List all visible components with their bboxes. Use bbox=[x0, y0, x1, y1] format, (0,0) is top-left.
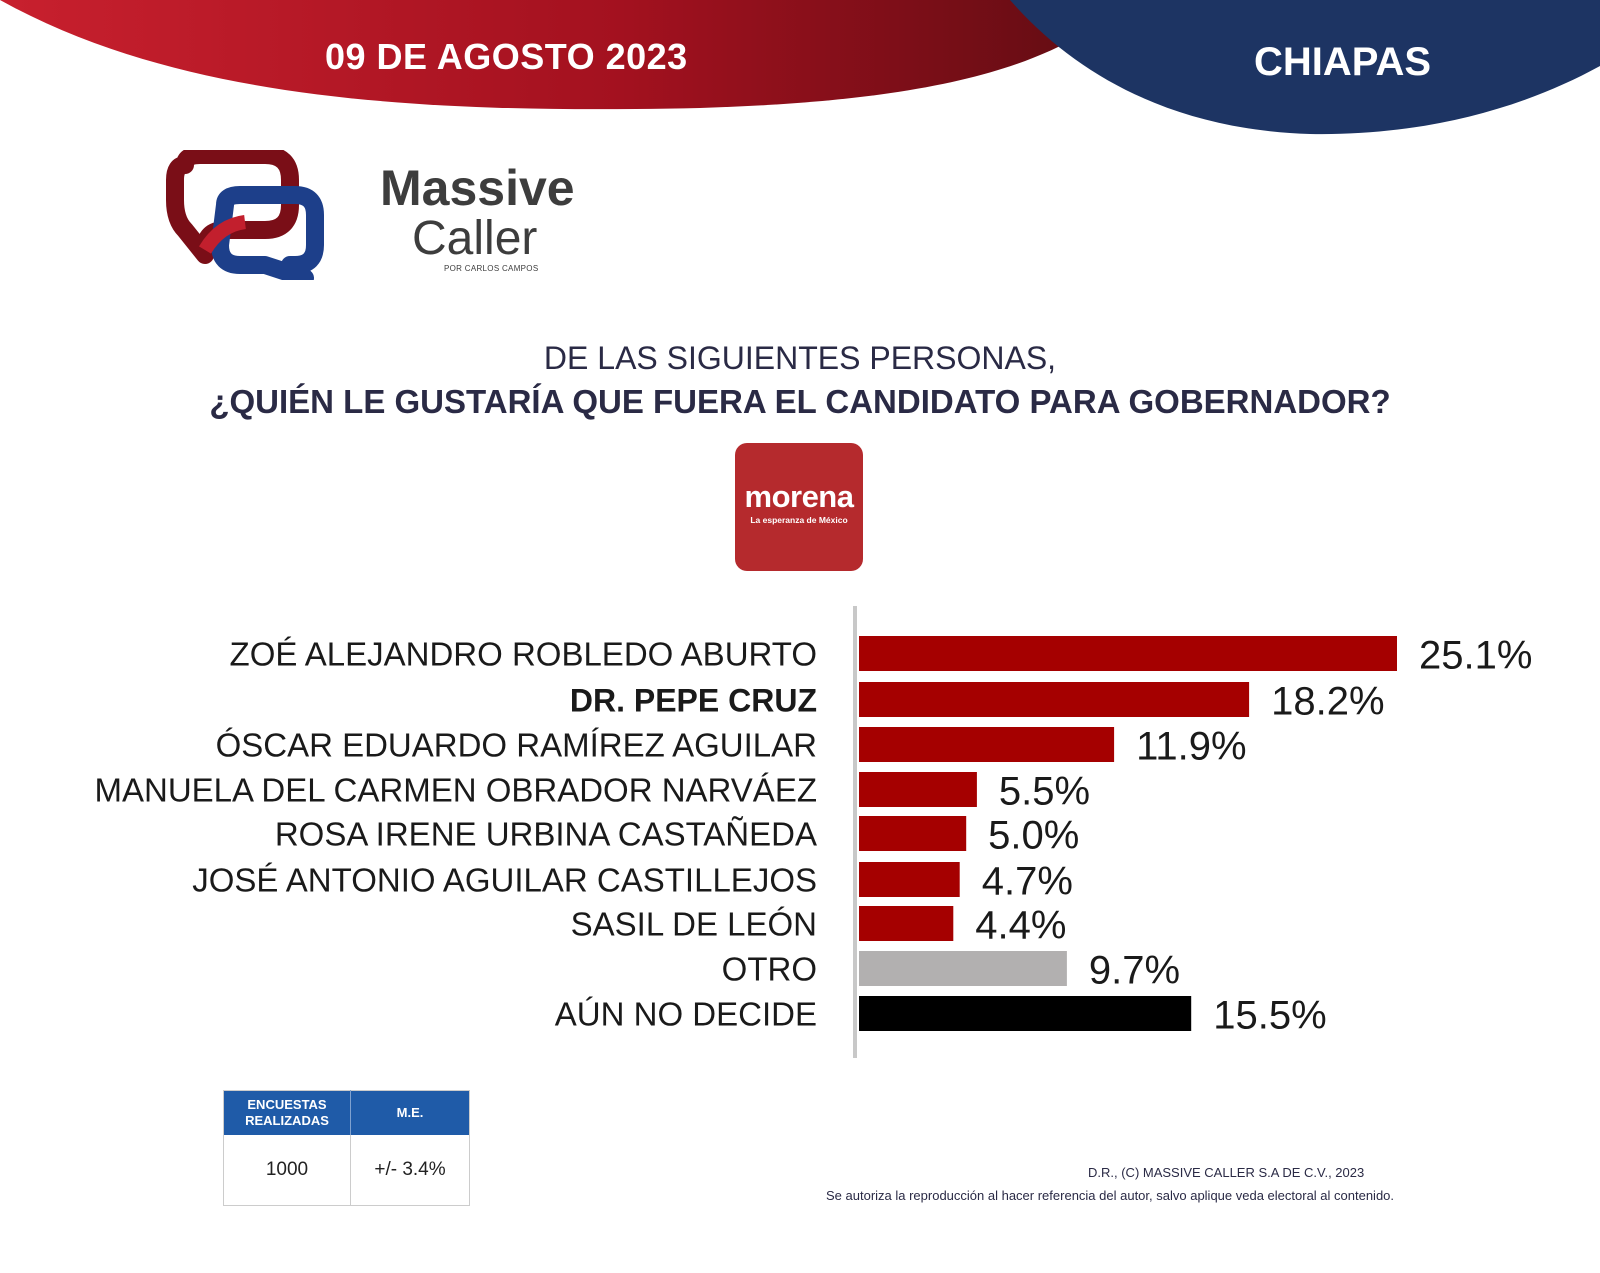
bar bbox=[859, 862, 960, 897]
candidate-label: SASIL DE LEÓN bbox=[571, 906, 817, 943]
value-label: 5.0% bbox=[988, 814, 1079, 858]
brand-tagline: POR CARLOS CAMPOS bbox=[444, 264, 539, 273]
party-slogan: La esperanza de México bbox=[750, 515, 848, 525]
stats-value-margin: +/- 3.4% bbox=[374, 1159, 446, 1180]
morena-party-logo: morena La esperanza de México bbox=[735, 443, 863, 571]
candidate-label: MANUELA DEL CARMEN OBRADOR NARVÁEZ bbox=[95, 772, 818, 809]
question-title: ¿QUIÉN LE GUSTARÍA QUE FUERA EL CANDIDAT… bbox=[209, 383, 1391, 420]
candidate-label: ROSA IRENE URBINA CASTAÑEDA bbox=[275, 816, 817, 853]
bar bbox=[859, 636, 1397, 671]
survey-stats-table: ENCUESTAS REALIZADAS M.E. 1000 +/- 3.4% bbox=[223, 1090, 470, 1206]
value-label: 15.5% bbox=[1213, 994, 1326, 1038]
candidate-label: JOSÉ ANTONIO AGUILAR CASTILLEJOS bbox=[192, 862, 817, 899]
value-label: 5.5% bbox=[999, 770, 1090, 814]
question-intro: DE LAS SIGUIENTES PERSONAS, bbox=[543, 340, 1057, 376]
candidate-label: ÓSCAR EDUARDO RAMÍREZ AGUILAR bbox=[216, 727, 817, 764]
candidate-label: OTRO bbox=[722, 951, 817, 988]
survey-date: 09 DE AGOSTO 2023 bbox=[325, 36, 688, 77]
massive-caller-logo-icon bbox=[166, 150, 324, 280]
brand-name: Massive bbox=[380, 160, 575, 216]
bar bbox=[859, 816, 967, 851]
bar bbox=[859, 996, 1192, 1031]
stats-value-surveys: 1000 bbox=[223, 1135, 351, 1206]
value-label: 4.7% bbox=[982, 860, 1073, 904]
value-label: 18.2% bbox=[1271, 680, 1384, 724]
candidate-label: ZOÉ ALEJANDRO ROBLEDO ABURTO bbox=[230, 636, 817, 673]
bar bbox=[859, 951, 1067, 986]
stats-header-surveys: ENCUESTAS REALIZADAS bbox=[223, 1090, 351, 1135]
bar bbox=[859, 727, 1115, 762]
stats-header-margin: M.E. bbox=[350, 1090, 470, 1135]
region-title: CHIAPAS bbox=[1254, 40, 1432, 84]
footer-copyright: D.R., (C) MASSIVE CALLER S.A DE C.V., 20… bbox=[1088, 1165, 1365, 1180]
value-label: 4.4% bbox=[975, 904, 1066, 948]
value-label: 11.9% bbox=[1136, 725, 1246, 769]
header-navy-band bbox=[1010, 0, 1600, 135]
value-label: 9.7% bbox=[1089, 949, 1180, 993]
candidate-label: DR. PEPE CRUZ bbox=[570, 683, 817, 719]
bar bbox=[859, 682, 1250, 717]
bar bbox=[859, 906, 954, 941]
bar bbox=[859, 772, 977, 807]
footer-notice: Se autoriza la reproducción al hacer ref… bbox=[826, 1188, 1395, 1203]
header-banner bbox=[0, 0, 1600, 135]
party-name: morena bbox=[744, 479, 854, 514]
header-red-band bbox=[0, 0, 1130, 110]
value-label: 25.1% bbox=[1419, 634, 1532, 678]
brand-subname: Caller bbox=[412, 212, 538, 265]
candidate-label: AÚN NO DECIDE bbox=[555, 996, 817, 1033]
